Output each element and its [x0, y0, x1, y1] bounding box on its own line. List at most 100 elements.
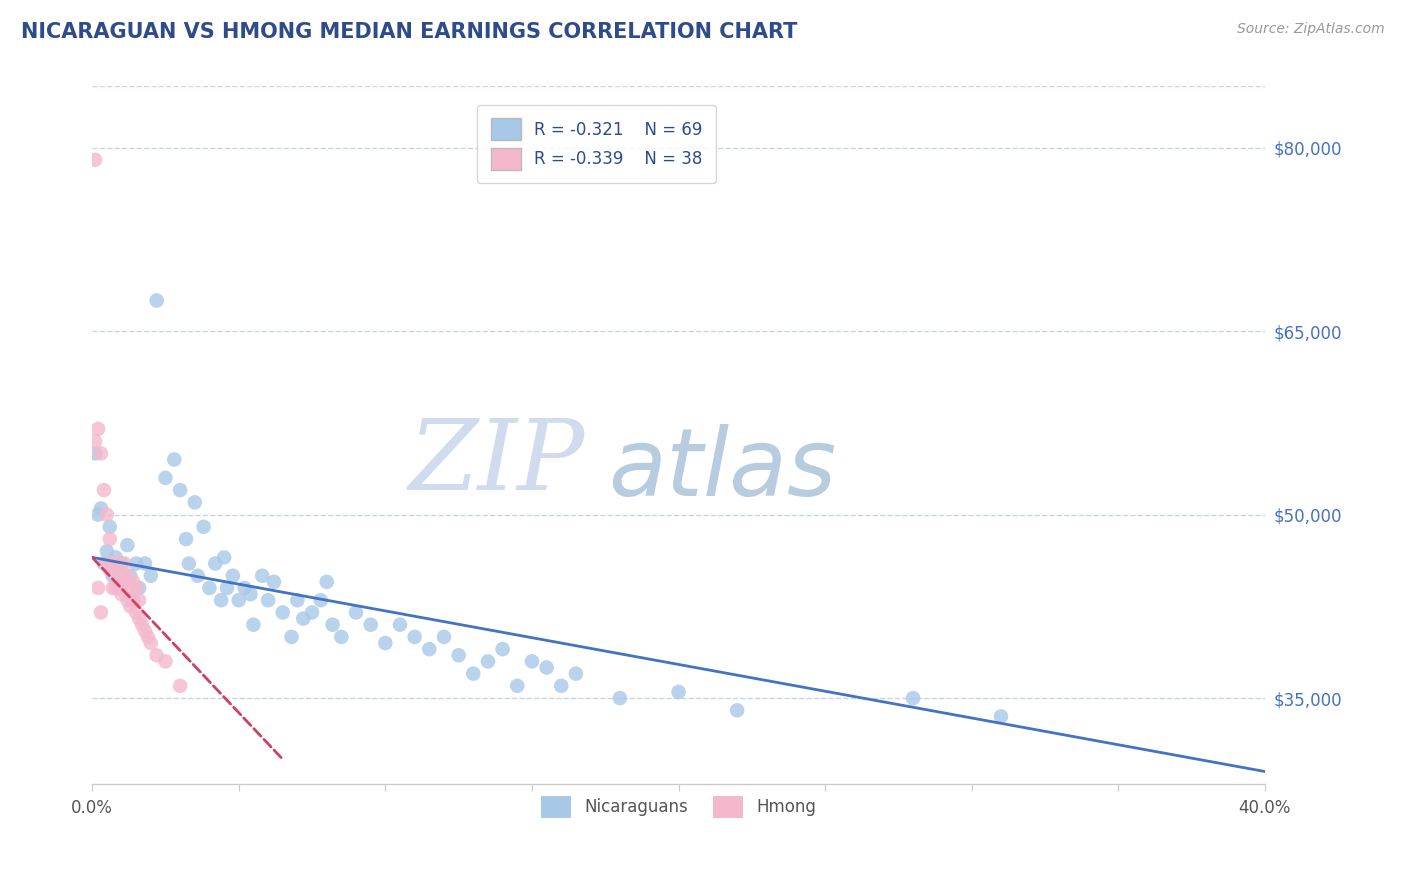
Text: Source: ZipAtlas.com: Source: ZipAtlas.com	[1237, 22, 1385, 37]
Point	[139, 636, 162, 650]
Point	[550, 679, 572, 693]
Point	[107, 581, 129, 595]
Point	[404, 630, 426, 644]
Point	[212, 550, 235, 565]
Point	[120, 581, 142, 595]
Point	[107, 574, 129, 589]
Point	[506, 679, 529, 693]
Point	[98, 532, 121, 546]
Point	[110, 587, 132, 601]
Point	[128, 593, 150, 607]
Point	[98, 520, 121, 534]
Point	[239, 587, 262, 601]
Text: ZIP: ZIP	[408, 416, 585, 510]
Point	[136, 630, 159, 644]
Point	[725, 703, 748, 717]
Point	[90, 446, 112, 460]
Point	[901, 691, 924, 706]
Point	[104, 550, 127, 565]
Point	[198, 581, 221, 595]
Point	[87, 581, 110, 595]
Point	[117, 593, 139, 607]
Point	[145, 293, 167, 308]
Point	[122, 593, 145, 607]
Point	[280, 630, 302, 644]
Point	[204, 557, 226, 571]
Point	[101, 581, 124, 595]
Point	[96, 544, 118, 558]
Point	[84, 446, 107, 460]
Point	[433, 630, 456, 644]
Point	[257, 593, 280, 607]
Point	[101, 568, 124, 582]
Point	[565, 666, 588, 681]
Point	[96, 557, 118, 571]
Point	[250, 568, 273, 582]
Point	[360, 617, 382, 632]
Point	[87, 508, 110, 522]
Point	[155, 471, 177, 485]
Point	[107, 557, 129, 571]
Point	[177, 557, 200, 571]
Point	[169, 483, 191, 497]
Text: atlas: atlas	[609, 425, 837, 516]
Point	[209, 593, 232, 607]
Point	[388, 617, 411, 632]
Point	[134, 624, 156, 638]
Point	[477, 654, 499, 668]
Point	[120, 568, 142, 582]
Point	[117, 538, 139, 552]
Point	[309, 593, 332, 607]
Point	[169, 679, 191, 693]
Point	[242, 617, 264, 632]
Point	[104, 581, 127, 595]
Point	[98, 563, 121, 577]
Legend: Nicaraguans, Hmong: Nicaraguans, Hmong	[534, 789, 823, 824]
Point	[112, 574, 135, 589]
Point	[463, 666, 485, 681]
Point	[233, 581, 256, 595]
Point	[187, 568, 209, 582]
Point	[301, 606, 323, 620]
Point	[110, 568, 132, 582]
Point	[193, 520, 215, 534]
Point	[155, 654, 177, 668]
Point	[84, 153, 107, 167]
Point	[315, 574, 337, 589]
Point	[93, 557, 115, 571]
Point	[122, 593, 145, 607]
Point	[131, 617, 153, 632]
Point	[491, 642, 513, 657]
Point	[292, 611, 315, 625]
Point	[520, 654, 543, 668]
Point	[112, 574, 135, 589]
Point	[101, 557, 124, 571]
Point	[120, 599, 142, 614]
Point	[287, 593, 309, 607]
Point	[90, 606, 112, 620]
Point	[222, 568, 245, 582]
Point	[145, 648, 167, 663]
Point	[104, 563, 127, 577]
Point	[536, 660, 558, 674]
Point	[374, 636, 396, 650]
Point	[128, 611, 150, 625]
Point	[139, 568, 162, 582]
Point	[447, 648, 470, 663]
Point	[174, 532, 197, 546]
Point	[215, 581, 238, 595]
Point	[228, 593, 250, 607]
Point	[990, 709, 1012, 723]
Point	[184, 495, 207, 509]
Point	[125, 606, 148, 620]
Point	[330, 630, 353, 644]
Point	[87, 422, 110, 436]
Point	[96, 508, 118, 522]
Point	[110, 557, 132, 571]
Point	[128, 581, 150, 595]
Point	[122, 574, 145, 589]
Point	[84, 434, 107, 449]
Point	[93, 483, 115, 497]
Point	[263, 574, 285, 589]
Point	[90, 501, 112, 516]
